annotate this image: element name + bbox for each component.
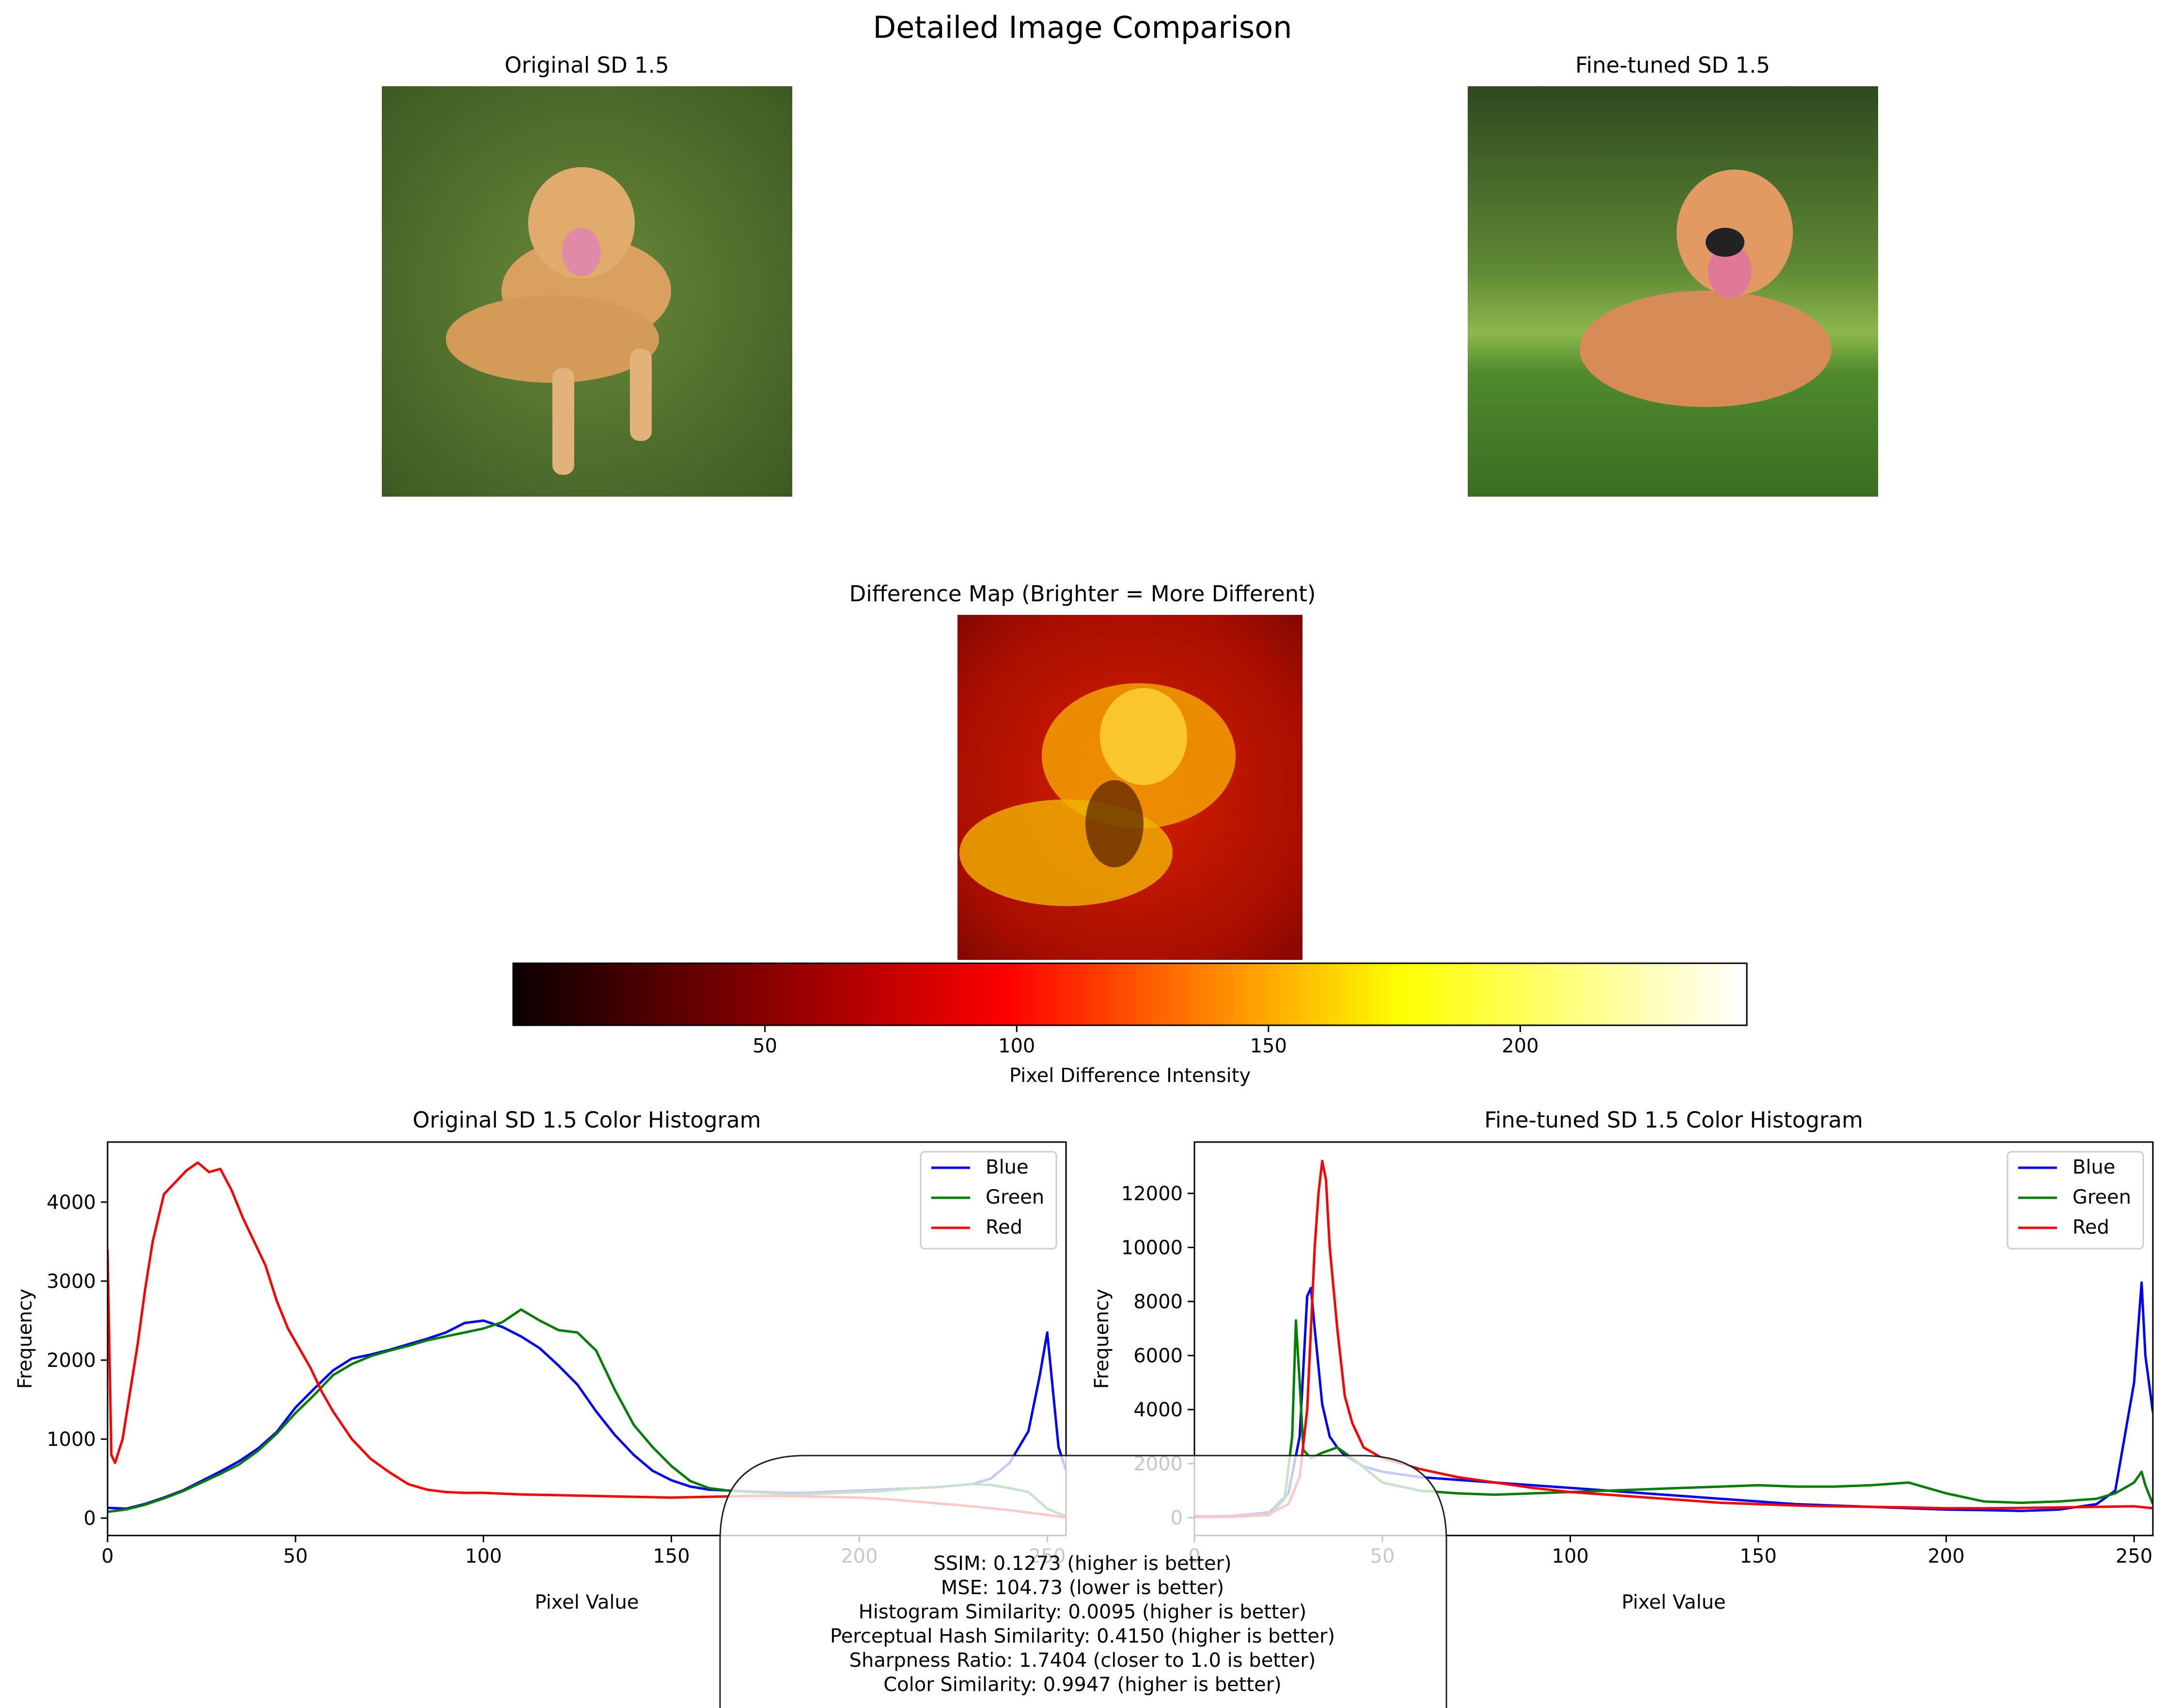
original-dog-image <box>382 86 792 497</box>
metric-color-similarity: Color Similarity: 0.9947 (higher is bett… <box>883 1674 1282 1696</box>
legend-label-green: Green <box>2072 1186 2131 1208</box>
x-tick-label: 50 <box>283 1545 308 1567</box>
original-histogram-xlabel: Pixel Value <box>534 1591 639 1614</box>
figure-title: Detailed Image Comparison <box>873 10 1292 45</box>
metric-sharpness-ratio: Sharpness Ratio: 1.7404 (closer to 1.0 i… <box>849 1649 1316 1672</box>
y-tick-label: 8000 <box>1133 1291 1183 1313</box>
y-tick-label: 0 <box>84 1507 96 1530</box>
y-tick-label: 10000 <box>1121 1237 1183 1259</box>
original-histogram-ylabel: Frequency <box>14 1289 36 1389</box>
colorbar-ticks: 50 100 150 200 <box>753 1025 1539 1057</box>
y-tick-label: 1000 <box>47 1428 96 1451</box>
y-tick-label: 6000 <box>1133 1345 1183 1367</box>
colorbar-tick-label: 50 <box>753 1035 777 1057</box>
series-line-red <box>1194 1160 2153 1519</box>
legend-frame <box>920 1151 1057 1250</box>
finetuned-histogram-ylabel: Frequency <box>1091 1289 1113 1389</box>
x-tick-label: 100 <box>1552 1545 1589 1567</box>
colorbar-tick-label: 200 <box>1502 1035 1538 1057</box>
y-tick-label: 4000 <box>47 1191 96 1214</box>
finetuned-histogram-xlabel: Pixel Value <box>1621 1591 1726 1614</box>
difference-map-image <box>957 615 1302 960</box>
finetuned-histogram-title: Fine-tuned SD 1.5 Color Histogram <box>1484 1107 1863 1133</box>
difference-map-title: Difference Map (Brighter = More Differen… <box>849 581 1316 607</box>
x-tick-label: 150 <box>653 1545 690 1567</box>
x-tick-label: 0 <box>101 1545 113 1567</box>
original-histogram-yticks: 0 1000 2000 3000 4000 <box>47 1191 108 1530</box>
legend-label-red: Red <box>2072 1216 2109 1238</box>
original-histogram-legend: Blue Green Red <box>920 1151 1057 1250</box>
finetuned-dog-image <box>1468 86 1878 497</box>
original-histogram-title: Original SD 1.5 Color Histogram <box>412 1107 761 1133</box>
series-line-green <box>1194 1319 2153 1519</box>
colorbar-label: Pixel Difference Intensity <box>1009 1065 1251 1087</box>
legend-frame <box>2007 1151 2144 1250</box>
metric-mse: MSE: 104.73 (lower is better) <box>941 1577 1224 1599</box>
original-histogram-chart: Original SD 1.5 Color Histogram 0 50 100 15… <box>14 1107 1067 1614</box>
colorbar: 50 100 150 200 Pixel Difference Intensity <box>512 962 1748 1087</box>
x-tick-label: 250 <box>2116 1545 2152 1567</box>
metric-histogram-similarity: Histogram Similarity: 0.0095 (higher is … <box>859 1601 1307 1623</box>
y-tick-label: 3000 <box>47 1270 96 1293</box>
finetuned-histogram-series <box>1194 1160 2153 1519</box>
x-tick-label: 150 <box>1740 1545 1776 1567</box>
colorbar-tick-label: 150 <box>1250 1035 1287 1057</box>
legend-label-blue: Blue <box>986 1156 1029 1178</box>
finetuned-histogram-legend: Blue Green Red <box>2007 1151 2144 1250</box>
y-tick-label: 12000 <box>1121 1183 1183 1205</box>
metric-ssim: SSIM: 0.1273 (higher is better) <box>933 1552 1231 1575</box>
legend-label-red: Red <box>986 1216 1022 1238</box>
metric-perceptual-hash: Perceptual Hash Similarity: 0.4150 (high… <box>830 1625 1335 1647</box>
legend-label-green: Green <box>986 1186 1044 1208</box>
y-tick-label: 2000 <box>47 1349 96 1372</box>
x-tick-label: 100 <box>465 1545 502 1567</box>
x-tick-label: 200 <box>1928 1545 1964 1567</box>
colorbar-tick-label: 100 <box>998 1035 1035 1057</box>
original-image-title: Original SD 1.5 <box>504 52 669 78</box>
finetuned-image-title: Fine-tuned SD 1.5 <box>1575 52 1770 78</box>
metrics-box: SSIM: 0.1273 (higher is better) MSE: 104… <box>719 1455 1447 1708</box>
y-tick-label: 4000 <box>1133 1399 1183 1421</box>
legend-label-blue: Blue <box>2072 1156 2116 1178</box>
